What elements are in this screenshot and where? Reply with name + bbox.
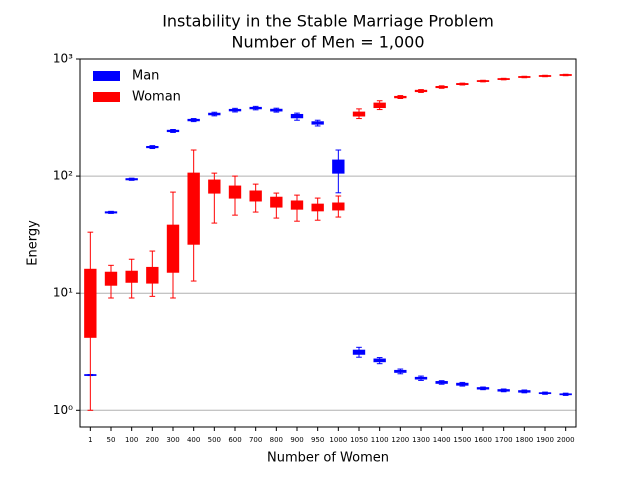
legend-label: Woman <box>132 90 181 105</box>
box-group <box>497 388 510 393</box>
legend-swatch <box>93 71 120 81</box>
box-group <box>208 172 221 224</box>
box-group <box>228 107 242 113</box>
box-group <box>249 105 262 111</box>
box-group <box>414 375 428 381</box>
x-tick-label: 500 <box>208 436 221 444</box>
x-tick-label: 1600 <box>474 436 492 444</box>
x-tick-label: 1200 <box>391 436 409 444</box>
box-group <box>414 89 428 93</box>
x-tick-label: 1000 <box>329 436 347 444</box>
box-group <box>435 85 448 89</box>
box-group <box>146 145 159 150</box>
box-group <box>476 386 490 391</box>
box <box>125 270 138 283</box>
box-group <box>373 357 386 365</box>
x-tick-label: 1100 <box>371 436 389 444</box>
box-group <box>518 389 531 394</box>
box-group <box>290 112 304 121</box>
box-group <box>352 346 366 358</box>
legend-swatch <box>93 92 120 102</box>
box-group <box>456 82 469 86</box>
x-tick-label: 50 <box>107 436 116 444</box>
x-tick-label: 1400 <box>433 436 451 444</box>
x-tick-label: 800 <box>270 436 283 444</box>
y-tick-label: 10⁰ <box>53 403 73 417</box>
x-tick-label: 700 <box>249 436 262 444</box>
box-group <box>373 100 386 111</box>
box-group <box>559 392 572 396</box>
box-group <box>311 197 324 221</box>
box-group <box>538 74 552 78</box>
box-group <box>559 73 572 77</box>
box-group <box>104 264 118 299</box>
x-tick-label: 200 <box>146 436 159 444</box>
x-tick-label: 600 <box>228 436 241 444</box>
legend-label: Man <box>132 69 159 84</box>
box <box>187 172 200 245</box>
y-tick-label: 10³ <box>53 52 73 66</box>
x-tick-label: 1 <box>88 436 92 444</box>
box <box>84 268 97 338</box>
y-tick-label: 10² <box>53 169 73 183</box>
x-tick-label: 1900 <box>536 436 554 444</box>
x-tick-label: 1300 <box>412 436 430 444</box>
x-tick-label: 1500 <box>453 436 471 444</box>
box-group <box>84 231 97 411</box>
box-group <box>228 175 242 216</box>
box-group <box>332 149 345 194</box>
x-tick-label: 950 <box>311 436 324 444</box>
x-tick-label: 2000 <box>557 436 575 444</box>
box-group <box>146 250 159 297</box>
x-tick-label: 400 <box>187 436 200 444</box>
chart-subtitle: Number of Men = 1,000 <box>231 33 424 52</box>
box-group <box>125 258 138 299</box>
box-group <box>104 210 118 214</box>
box-group <box>290 194 304 222</box>
box-group <box>456 381 469 387</box>
box <box>332 159 345 174</box>
box-group <box>352 108 366 120</box>
x-tick-label: 1800 <box>515 436 533 444</box>
box-group <box>166 129 180 133</box>
box <box>208 179 221 194</box>
box-group <box>497 77 510 81</box>
box-group <box>394 95 407 99</box>
box-group <box>435 380 448 385</box>
box-group <box>187 118 200 123</box>
box-group <box>476 79 490 83</box>
x-tick-label: 900 <box>290 436 303 444</box>
box <box>146 266 159 284</box>
box-group <box>538 391 552 395</box>
box-group <box>394 368 407 375</box>
chart-title: Instability in the Stable Marriage Probl… <box>162 12 494 31</box>
box-group <box>187 149 200 282</box>
box-group <box>332 195 345 218</box>
box-group <box>518 75 531 79</box>
plot-frame <box>79 58 577 428</box>
y-tick-label: 10¹ <box>53 286 73 300</box>
box-group <box>270 107 283 113</box>
box-group <box>166 191 180 299</box>
x-axis-label: Number of Women <box>267 451 389 466</box>
box-group <box>125 177 138 181</box>
box-group <box>208 111 221 117</box>
box-group <box>270 192 283 219</box>
box <box>104 271 118 286</box>
x-tick-label: 1050 <box>350 436 368 444</box>
x-tick-label: 1700 <box>495 436 513 444</box>
y-axis-label: Energy <box>26 220 41 266</box>
x-tick-label: 100 <box>125 436 138 444</box>
x-tick-label: 300 <box>166 436 179 444</box>
box-group <box>311 119 324 127</box>
box-group <box>249 183 262 213</box>
